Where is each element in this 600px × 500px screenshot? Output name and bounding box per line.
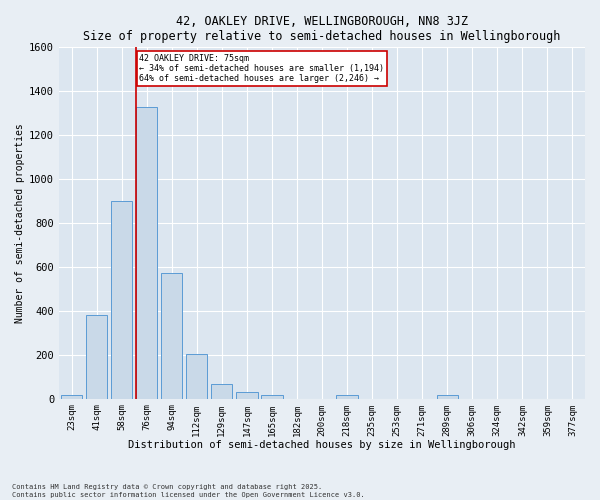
Title: 42, OAKLEY DRIVE, WELLINGBOROUGH, NN8 3JZ
Size of property relative to semi-deta: 42, OAKLEY DRIVE, WELLINGBOROUGH, NN8 3J… — [83, 15, 561, 43]
Bar — [111, 201, 132, 398]
Bar — [86, 315, 107, 398]
Bar — [337, 395, 358, 398]
Bar — [61, 395, 82, 398]
Bar — [211, 384, 232, 398]
Y-axis label: Number of semi-detached properties: Number of semi-detached properties — [15, 123, 25, 322]
Bar — [236, 392, 257, 398]
Bar — [186, 354, 208, 399]
X-axis label: Distribution of semi-detached houses by size in Wellingborough: Distribution of semi-detached houses by … — [128, 440, 516, 450]
Bar — [136, 108, 157, 399]
Text: 42 OAKLEY DRIVE: 75sqm
← 34% of semi-detached houses are smaller (1,194)
64% of : 42 OAKLEY DRIVE: 75sqm ← 34% of semi-det… — [139, 54, 384, 84]
Text: Contains HM Land Registry data © Crown copyright and database right 2025.
Contai: Contains HM Land Registry data © Crown c… — [12, 484, 365, 498]
Bar — [437, 395, 458, 398]
Bar — [261, 395, 283, 398]
Bar — [161, 274, 182, 398]
